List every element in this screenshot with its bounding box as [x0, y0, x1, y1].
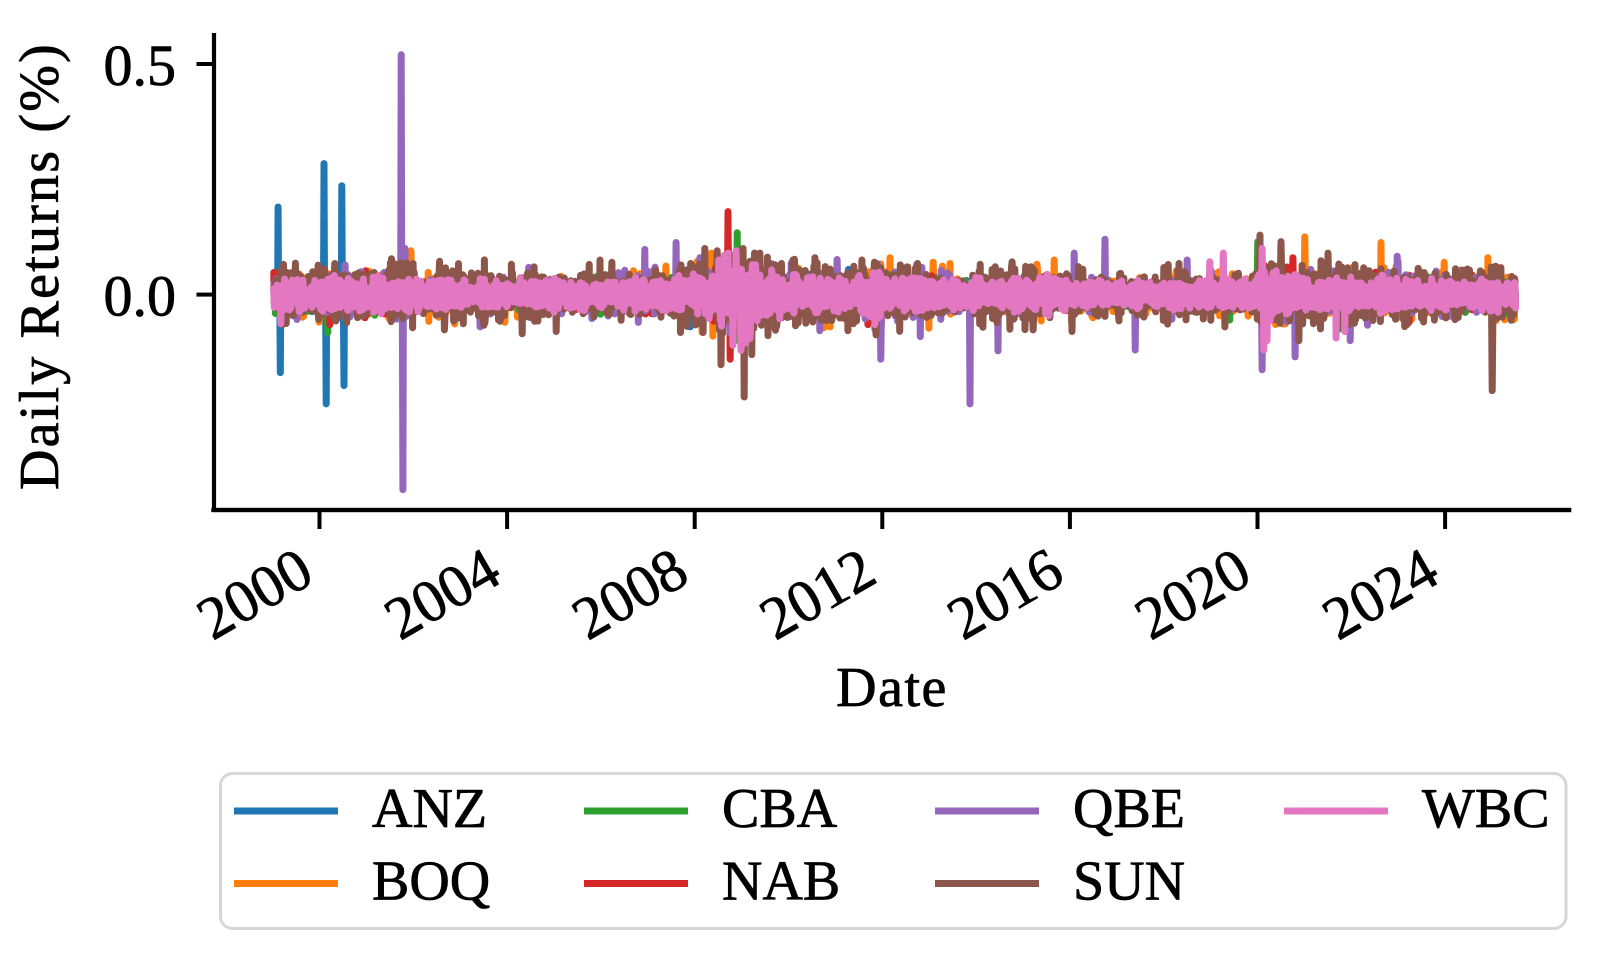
- svg-text:ANZ: ANZ: [372, 778, 487, 840]
- svg-text:NAB: NAB: [722, 851, 840, 913]
- svg-text:SUN: SUN: [1073, 851, 1185, 913]
- svg-text:CBA: CBA: [722, 778, 838, 840]
- svg-text:0.0: 0.0: [104, 264, 177, 329]
- svg-text:BOQ: BOQ: [372, 851, 490, 913]
- svg-text:0.5: 0.5: [104, 33, 177, 98]
- svg-text:Date: Date: [836, 657, 948, 719]
- svg-text:Daily Returns (%): Daily Returns (%): [9, 42, 71, 490]
- svg-text:QBE: QBE: [1073, 778, 1185, 840]
- svg-text:WBC: WBC: [1422, 778, 1550, 840]
